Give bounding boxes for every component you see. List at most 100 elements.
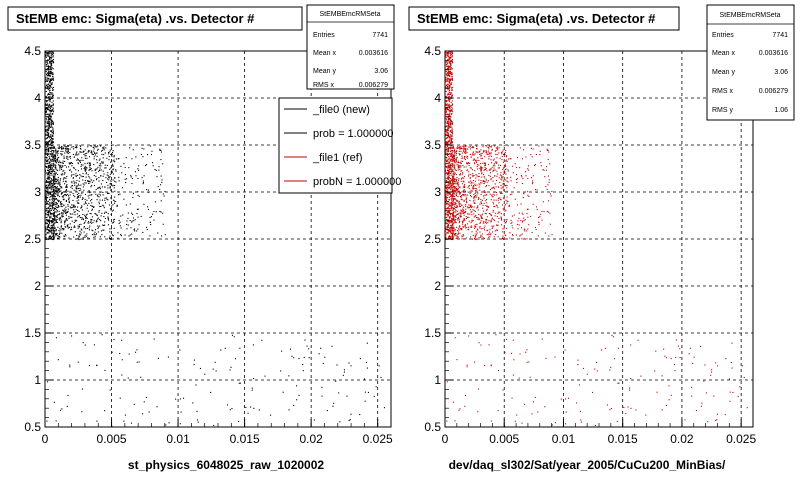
right-point [454, 193, 456, 195]
left-point [97, 227, 99, 229]
right-point [453, 196, 455, 198]
right-point [450, 119, 452, 121]
right-point [473, 194, 475, 196]
right-point [460, 162, 462, 164]
right-point [481, 216, 483, 218]
right-point [506, 218, 508, 220]
left-point [160, 159, 162, 161]
left-point [324, 356, 326, 358]
right-point [487, 146, 489, 148]
left-point [49, 99, 51, 101]
left-point [76, 197, 78, 199]
left-point [47, 214, 49, 216]
left-point [84, 201, 86, 203]
right-point [537, 411, 539, 413]
left-point [69, 148, 71, 150]
right-point [489, 193, 491, 195]
left-point [60, 154, 62, 156]
right-point [514, 198, 516, 200]
left-point [65, 191, 67, 193]
left-point [86, 227, 88, 229]
left-point [51, 167, 53, 169]
right-point [469, 148, 471, 150]
left-point [49, 112, 51, 114]
left-point [53, 162, 55, 164]
left-point [50, 115, 52, 117]
left-point [112, 235, 114, 237]
right-point [459, 215, 461, 217]
right-point [684, 419, 686, 421]
left-point [88, 190, 90, 192]
left-point [45, 195, 47, 197]
right-point [485, 186, 487, 188]
right-point [447, 70, 449, 72]
left-point [102, 204, 104, 206]
left-point [55, 149, 57, 151]
left-point [45, 146, 47, 148]
right-point [463, 211, 465, 213]
left-point [51, 168, 53, 170]
left-point [52, 107, 54, 109]
left-title: StEMB emc: Sigma(eta) .vs. Detector # [16, 11, 255, 26]
right-point [513, 187, 515, 189]
right-point [449, 117, 451, 119]
left-point [110, 154, 112, 156]
left-point [85, 173, 87, 175]
right-point [512, 339, 514, 341]
left-point [47, 68, 49, 70]
left-point [46, 157, 48, 159]
right-point [451, 221, 453, 223]
left-point [63, 228, 65, 230]
right-point [447, 86, 449, 88]
right-point [693, 356, 695, 358]
right-point [484, 162, 486, 164]
right-point [516, 414, 518, 416]
left-point [94, 213, 96, 215]
left-point [321, 386, 323, 388]
right-point [487, 164, 489, 166]
right-point [448, 71, 450, 73]
right-point [477, 207, 479, 209]
right-point [450, 173, 452, 175]
left-point [50, 134, 52, 136]
right-point [504, 222, 506, 224]
left-point [140, 154, 142, 156]
left-point [137, 216, 139, 218]
left-point [68, 156, 70, 158]
right-point [472, 209, 474, 211]
left-point [54, 160, 56, 162]
left-point [48, 104, 50, 106]
left-point [52, 223, 54, 225]
right-point [462, 160, 464, 162]
right-point [629, 389, 631, 391]
right-point [447, 177, 449, 179]
left-point [82, 183, 84, 185]
right-point [486, 229, 488, 231]
right-point [596, 361, 598, 363]
left-point [88, 229, 90, 231]
left-point [80, 148, 82, 150]
right-point [452, 122, 454, 124]
right-point [448, 184, 450, 186]
left-point [83, 189, 85, 191]
left-point [147, 191, 149, 193]
right-point [445, 61, 447, 63]
right-point [503, 161, 505, 163]
right-point [463, 150, 465, 152]
left-point [49, 106, 51, 108]
right-point [604, 347, 606, 349]
left-point [53, 229, 55, 231]
left-point [49, 60, 51, 62]
left-point [48, 134, 50, 136]
right-point [445, 90, 447, 92]
right-point [485, 218, 487, 220]
right-stats-label-4: RMS y [712, 107, 734, 114]
left-point [78, 190, 80, 192]
left-point [120, 227, 122, 229]
left-point [117, 232, 119, 234]
left-point [100, 194, 102, 196]
left-point [53, 227, 55, 229]
right-point [548, 200, 550, 202]
left-point [153, 211, 155, 213]
right-point [446, 53, 448, 55]
